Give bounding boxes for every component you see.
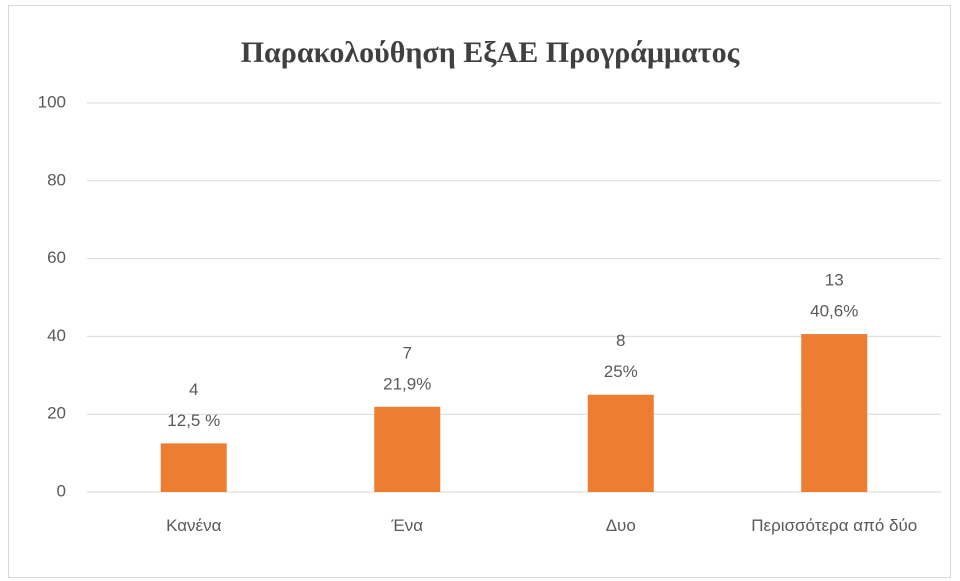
y-tick-label: 60 [47, 248, 66, 267]
x-tick-label: Περισσότερα από δύο [751, 516, 918, 535]
x-tick-label: Κανένα [166, 516, 222, 535]
value-label: 25% [604, 362, 638, 381]
y-tick-label: 80 [47, 170, 66, 189]
y-tick-label: 100 [38, 92, 66, 111]
count-label: 8 [616, 331, 625, 350]
chart-title: Παρακολούθηση ΕξΑΕ Προγράμματος [241, 36, 740, 69]
y-tick-label: 40 [47, 326, 66, 345]
value-label: 12,5 % [167, 411, 220, 430]
x-tick-label: Ένα [391, 516, 424, 535]
bar [801, 334, 868, 492]
y-tick-label: 20 [47, 404, 66, 423]
value-label: 21,9% [383, 374, 431, 393]
y-tick-label: 0 [57, 481, 66, 500]
count-label: 4 [189, 380, 198, 399]
value-label: 40,6% [810, 302, 858, 321]
x-tick-label: Δυο [605, 516, 636, 535]
count-label: 13 [825, 271, 844, 290]
bar [160, 443, 227, 492]
bar [374, 406, 441, 492]
bar [587, 394, 654, 492]
count-label: 7 [403, 343, 412, 362]
